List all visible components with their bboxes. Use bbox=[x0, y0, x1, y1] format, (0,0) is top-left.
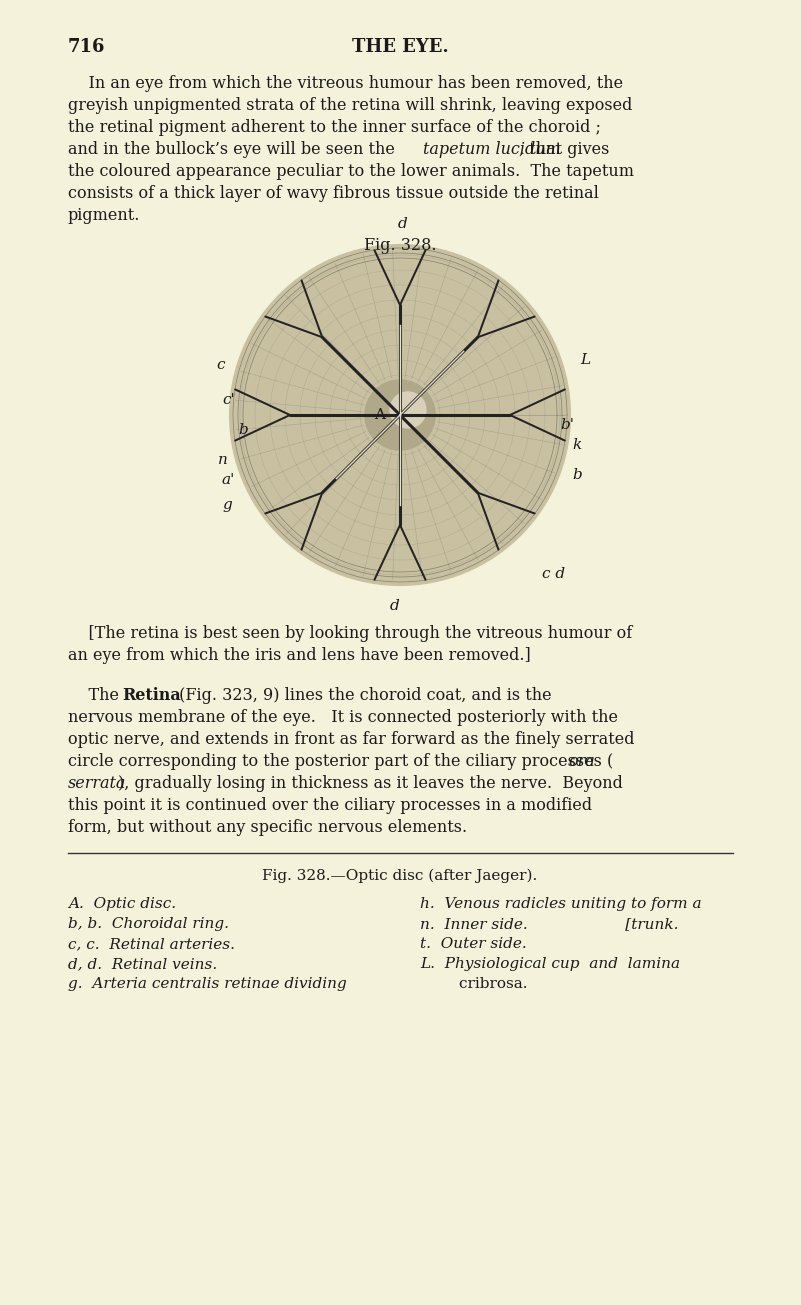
Text: The: The bbox=[68, 686, 124, 703]
Text: , that gives: , that gives bbox=[519, 141, 610, 158]
Circle shape bbox=[365, 380, 435, 450]
Text: tapetum lucidum: tapetum lucidum bbox=[423, 141, 561, 158]
Text: [The retina is best seen by looking through the vitreous humour of: [The retina is best seen by looking thro… bbox=[68, 625, 632, 642]
Text: the coloured appearance peculiar to the lower animals.  The tapetum: the coloured appearance peculiar to the … bbox=[68, 163, 634, 180]
Text: b, b.  Choroidal ring.: b, b. Choroidal ring. bbox=[68, 917, 229, 930]
Text: In an eye from which the vitreous humour has been removed, the: In an eye from which the vitreous humour… bbox=[68, 74, 623, 91]
Text: Retina: Retina bbox=[122, 686, 181, 703]
Text: greyish unpigmented strata of the retina will shrink, leaving exposed: greyish unpigmented strata of the retina… bbox=[68, 97, 632, 114]
Text: (Fig. 323, 9) lines the choroid coat, and is the: (Fig. 323, 9) lines the choroid coat, an… bbox=[174, 686, 552, 703]
Text: THE EYE.: THE EYE. bbox=[352, 38, 449, 56]
Text: d: d bbox=[390, 599, 400, 613]
Text: n: n bbox=[218, 453, 228, 467]
Text: c, c.  Retinal arteries.: c, c. Retinal arteries. bbox=[68, 937, 235, 951]
Text: nervous membrane of the eye.   It is connected posteriorly with the: nervous membrane of the eye. It is conne… bbox=[68, 709, 618, 726]
Text: this point it is continued over the ciliary processes in a modified: this point it is continued over the cili… bbox=[68, 797, 592, 814]
Text: A: A bbox=[375, 408, 385, 422]
Text: g.  Arteria centralis retinae dividing: g. Arteria centralis retinae dividing bbox=[68, 977, 347, 990]
Text: serrata: serrata bbox=[68, 775, 127, 792]
Text: and in the bullock’s eye will be seen the: and in the bullock’s eye will be seen th… bbox=[68, 141, 400, 158]
Text: b: b bbox=[572, 468, 582, 482]
Text: Fig. 328.: Fig. 328. bbox=[364, 238, 437, 254]
Text: optic nerve, and extends in front as far forward as the finely serrated: optic nerve, and extends in front as far… bbox=[68, 731, 634, 748]
Text: b': b' bbox=[560, 418, 574, 432]
Text: form, but without any specific nervous elements.: form, but without any specific nervous e… bbox=[68, 820, 467, 837]
Text: d: d bbox=[398, 217, 408, 231]
Text: t.  Outer side.: t. Outer side. bbox=[420, 937, 527, 951]
Text: c d: c d bbox=[542, 566, 566, 581]
Circle shape bbox=[230, 245, 570, 585]
Text: cribrosa.: cribrosa. bbox=[420, 977, 528, 990]
Text: n.  Inner side.                    [trunk.: n. Inner side. [trunk. bbox=[420, 917, 678, 930]
Text: c': c' bbox=[222, 393, 235, 407]
Text: 716: 716 bbox=[68, 38, 106, 56]
Text: an eye from which the iris and lens have been removed.]: an eye from which the iris and lens have… bbox=[68, 647, 531, 664]
Text: pigment.: pigment. bbox=[68, 207, 140, 224]
Text: k: k bbox=[572, 438, 582, 452]
Text: consists of a thick layer of wavy fibrous tissue outside the retinal: consists of a thick layer of wavy fibrou… bbox=[68, 185, 599, 202]
Text: c: c bbox=[216, 358, 225, 372]
Text: A.  Optic disc.: A. Optic disc. bbox=[68, 897, 176, 911]
Text: g: g bbox=[222, 499, 232, 512]
Text: Fig. 328.—Optic disc (after Jaeger).: Fig. 328.—Optic disc (after Jaeger). bbox=[263, 869, 537, 883]
Text: d, d.  Retinal veins.: d, d. Retinal veins. bbox=[68, 957, 217, 971]
Circle shape bbox=[390, 392, 426, 428]
Text: L: L bbox=[580, 352, 590, 367]
Text: circle corresponding to the posterior part of the ciliary processes (: circle corresponding to the posterior pa… bbox=[68, 753, 614, 770]
Text: h.  Venous radicles uniting to form a: h. Venous radicles uniting to form a bbox=[420, 897, 702, 911]
Text: L.  Physiological cup  and  lamina: L. Physiological cup and lamina bbox=[420, 957, 680, 971]
Text: a': a' bbox=[222, 472, 235, 487]
Text: the retinal pigment adherent to the inner surface of the choroid ;: the retinal pigment adherent to the inne… bbox=[68, 119, 601, 136]
Text: ), gradually losing in thickness as it leaves the nerve.  Beyond: ), gradually losing in thickness as it l… bbox=[118, 775, 623, 792]
Text: ora: ora bbox=[568, 753, 595, 770]
Text: b: b bbox=[238, 423, 248, 437]
